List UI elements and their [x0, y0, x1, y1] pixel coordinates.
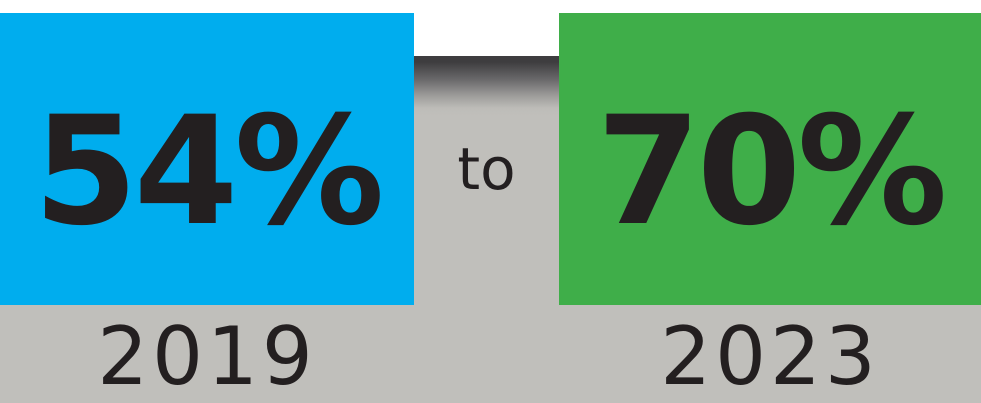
- stat-box-left: 54%: [0, 13, 414, 305]
- stat-box-right: 70%: [559, 13, 981, 305]
- stat-value-right: 70%: [596, 97, 943, 247]
- year-label-left: 2019: [0, 310, 414, 403]
- connector-label: to: [414, 140, 559, 198]
- year-label-right: 2023: [559, 310, 981, 403]
- stat-value-left: 54%: [33, 97, 380, 247]
